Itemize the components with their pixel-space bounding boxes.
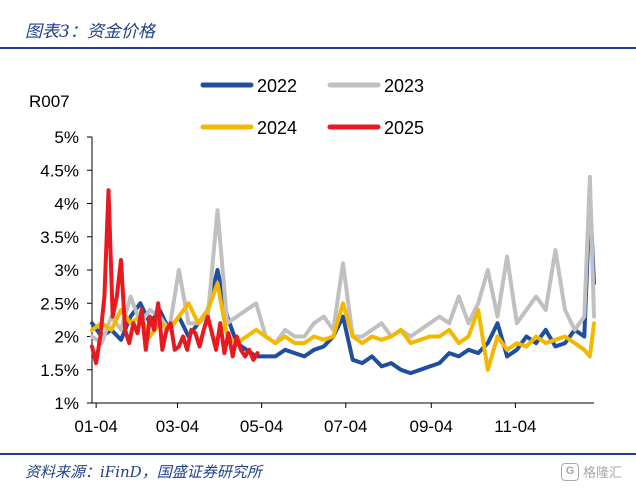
series-line-2022: [90, 194, 596, 376]
legend: 2022 2023 2024 2025: [200, 76, 424, 138]
axes-group: 5% 4.5% 4% 3.5% 3% 2.5% 2% 1.5% 1% 01-04 03-04 05-0…: [40, 128, 594, 436]
figure-title: 图表3：资金价格: [25, 22, 155, 42]
legend-label-2022: 2022: [257, 76, 297, 96]
y-tick-label: 4%: [54, 195, 79, 214]
watermark-logo-icon: G: [560, 462, 579, 481]
y-tick-label: 2.5%: [40, 294, 79, 313]
y-tick-label: 1%: [54, 394, 79, 413]
series-line-2025: [90, 188, 260, 366]
y-tick-label: 4.5%: [40, 161, 79, 180]
x-tick-label: 01-04: [74, 417, 117, 436]
bottom-rule: [0, 453, 636, 455]
x-tick-label: 09-04: [410, 417, 453, 436]
watermark: G 格隆汇: [560, 462, 622, 481]
y-axis-label: R007: [29, 92, 70, 111]
x-tick-label: 07-04: [324, 417, 367, 436]
y-tick-label: 5%: [54, 128, 79, 147]
series-line-2024: [90, 281, 596, 372]
y-tick-label: 2%: [54, 328, 79, 347]
top-rule: [0, 47, 636, 49]
x-tick-label: 11-04: [494, 417, 536, 436]
legend-label-2023: 2023: [384, 76, 424, 96]
x-tick-label: 05-04: [240, 417, 283, 436]
y-tick-label: 3.5%: [40, 228, 79, 247]
y-tick-label: 1.5%: [40, 361, 79, 380]
watermark-text: 格隆汇: [582, 465, 622, 480]
series-lines: [90, 174, 596, 376]
series-line-2023: [90, 174, 596, 346]
legend-label-2025: 2025: [384, 118, 424, 138]
x-tick-label: 03-04: [156, 417, 199, 436]
legend-label-2024: 2024: [257, 118, 297, 138]
source-note: 资料来源：iFinD，国盛证券研究所: [25, 463, 262, 481]
y-tick-label: 3%: [54, 261, 79, 280]
title-bar: 图表3：资金价格: [0, 0, 636, 50]
